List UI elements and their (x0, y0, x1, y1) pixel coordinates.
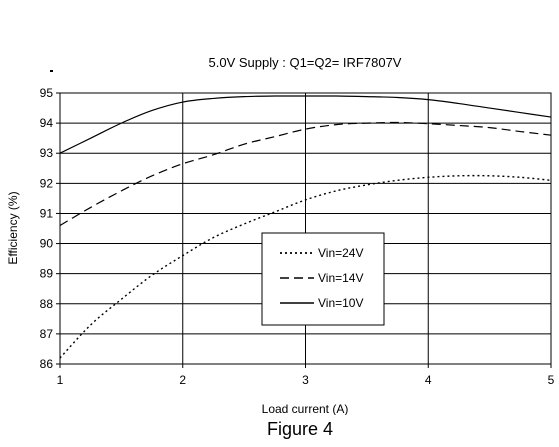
x-tick-label: 5 (548, 373, 555, 387)
y-tick-label: 91 (40, 206, 54, 220)
y-tick-label: 88 (40, 297, 54, 311)
series-line-vin-24v (59, 174, 552, 359)
legend-label: Vin=10V (318, 296, 364, 310)
x-tick-label: 3 (302, 373, 309, 387)
x-tick-label: 1 (57, 373, 64, 387)
efficiency-chart: 5.0V Supply : Q1=Q2= IRF7807V 86 87 88 89 90… (6, 55, 555, 415)
stray-mark (50, 70, 53, 72)
x-tick-label: 4 (425, 373, 432, 387)
legend: Vin=24V Vin=14V Vin=10V (261, 232, 385, 326)
series-lines (59, 95, 552, 359)
legend-label: Vin=14V (318, 271, 364, 285)
legend-label: Vin=24V (318, 246, 364, 260)
y-tick-label: 90 (40, 237, 54, 251)
y-tick-label: 95 (40, 86, 54, 100)
x-tick-label: 2 (179, 373, 186, 387)
y-tick-label: 87 (40, 327, 54, 341)
y-tick-label: 89 (40, 267, 54, 281)
grid-lines (56, 92, 552, 368)
y-tick-label: 86 (40, 357, 54, 371)
series-line-vin-14v (59, 121, 552, 227)
figure-caption: Figure 4 (266, 419, 334, 439)
series-line-vin-10v (59, 95, 552, 154)
x-tick-labels: 1 2 3 4 5 (57, 373, 555, 387)
chart-title: 5.0V Supply : Q1=Q2= IRF7807V (209, 55, 402, 70)
y-tick-labels: 86 87 88 89 90 91 92 93 94 95 (40, 86, 54, 371)
y-tick-label: 94 (40, 116, 54, 130)
y-tick-label: 93 (40, 146, 54, 160)
y-tick-label: 92 (40, 176, 54, 190)
x-axis-label: Load current (A) (262, 402, 349, 415)
y-axis-label: Efficiency (%) (6, 191, 20, 264)
legend-box (261, 232, 385, 326)
